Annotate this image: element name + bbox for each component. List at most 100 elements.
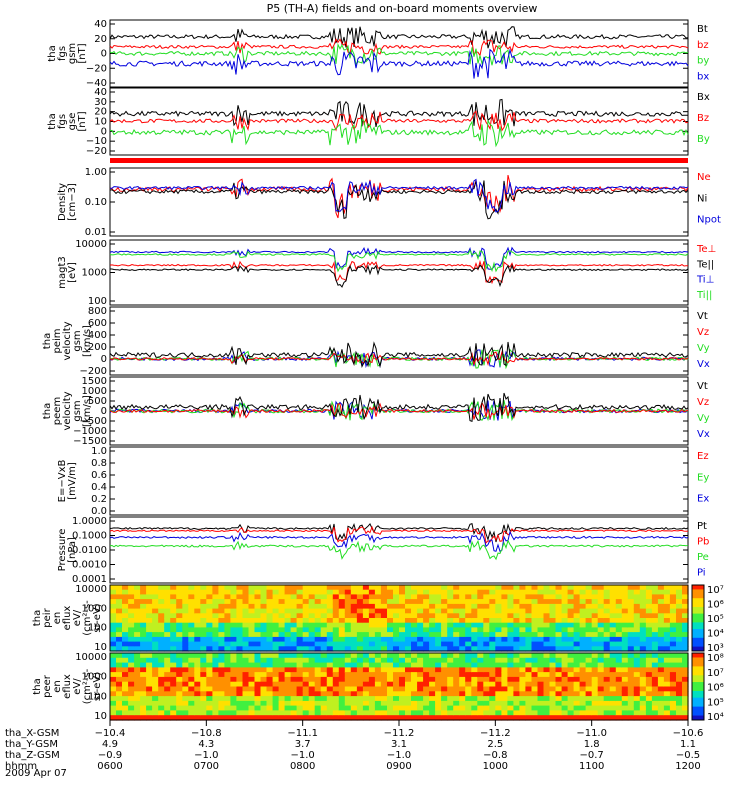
heat-cell [399, 627, 406, 633]
heat-cell [639, 646, 647, 652]
heat-cell [435, 681, 442, 688]
heat-cell [212, 603, 219, 610]
ytick-label: −1000 [73, 426, 107, 437]
heat-cell [374, 681, 382, 688]
colorbar-cell [692, 585, 704, 588]
heat-cell [585, 627, 593, 633]
heat-cell [633, 676, 641, 683]
heat-cell [374, 641, 382, 647]
heat-cell [489, 636, 496, 643]
heat-cell [170, 641, 177, 647]
heat-cell [320, 622, 328, 628]
heat-cell [603, 686, 611, 692]
heat-cell [278, 686, 286, 692]
heat-cell [134, 686, 141, 692]
heat-cell [639, 681, 647, 688]
heat-cell [537, 715, 545, 721]
heat-cell [609, 613, 617, 619]
heat-cell [362, 632, 370, 638]
heat-cell [242, 691, 250, 697]
heat-cell [224, 672, 231, 678]
heat-cell [633, 653, 641, 659]
heat-cell [296, 608, 304, 614]
heat-cell [314, 594, 322, 600]
heat-cell [254, 618, 262, 624]
heat-cell [332, 585, 340, 591]
heat-cell [489, 618, 496, 624]
heat-cell [350, 710, 358, 716]
heat-cell [230, 585, 237, 591]
heat-cell [308, 632, 316, 638]
heat-cell [471, 667, 478, 673]
heat-cell [453, 672, 460, 678]
heat-cell [314, 705, 322, 711]
heat-cell [549, 691, 557, 697]
heat-cell [314, 636, 322, 643]
heat-cell [152, 636, 159, 643]
heat-cell [200, 608, 207, 614]
heat-cell [441, 589, 448, 595]
heat-cell [483, 710, 490, 716]
heat-cell [266, 613, 274, 619]
heat-cell [495, 627, 502, 633]
heat-cell [374, 667, 382, 673]
heat-cell [194, 662, 201, 668]
heat-cell [393, 700, 400, 707]
heat-cell [380, 667, 388, 673]
legend-entry: Pb [697, 537, 709, 548]
heat-cell [350, 691, 358, 697]
heat-cell [350, 705, 358, 711]
heat-cell [585, 622, 593, 628]
heat-cell [483, 618, 490, 624]
heat-cell [633, 627, 641, 633]
heat-cell [236, 686, 243, 692]
heat-cell [393, 599, 400, 605]
heat-cell [182, 662, 189, 668]
heat-cell [483, 705, 490, 711]
heat-cell [206, 599, 213, 605]
heat-cell [248, 603, 256, 610]
heat-cell [182, 594, 189, 600]
heat-cell [254, 691, 262, 697]
heat-cell [543, 622, 551, 628]
heat-cell [134, 608, 141, 614]
heat-cell [501, 599, 508, 605]
heat-cell [549, 636, 557, 643]
heat-cell [477, 613, 484, 619]
heat-cell [459, 681, 466, 688]
heat-cell [519, 705, 526, 711]
legend-entry: by [697, 56, 709, 67]
heat-cell [248, 585, 256, 591]
ytick-label: 0.0 [91, 506, 107, 517]
heat-cell [158, 618, 165, 624]
heat-cell [585, 599, 593, 605]
heat-cell [260, 662, 268, 668]
heat-cell [519, 613, 526, 619]
heat-cell [320, 599, 328, 605]
heat-cell [417, 691, 424, 697]
heat-cell [591, 681, 599, 688]
heat-cell [621, 681, 629, 688]
xaxis-value: −0.5 [676, 750, 700, 761]
heat-cell [206, 608, 213, 614]
colorbar-cell [692, 713, 704, 717]
heat-cell [242, 653, 250, 659]
ylabel-line: eV/ [72, 678, 83, 695]
ytick-label: 10 [94, 711, 107, 722]
heat-cell [380, 636, 388, 643]
heat-cell [350, 603, 358, 610]
heat-cell [603, 715, 611, 721]
heat-cell [116, 700, 123, 707]
heat-cell [380, 653, 388, 659]
heat-cell [579, 657, 587, 664]
heat-cell [380, 613, 388, 619]
heat-cell [182, 585, 189, 591]
heat-cell [501, 672, 508, 678]
heat-cell [411, 599, 418, 605]
heat-cell [188, 627, 195, 633]
heat-cell [260, 618, 268, 624]
heat-cell [224, 705, 231, 711]
heat-cell [158, 594, 165, 600]
heat-cell [651, 589, 659, 595]
legend-entry: Vt [697, 381, 708, 392]
